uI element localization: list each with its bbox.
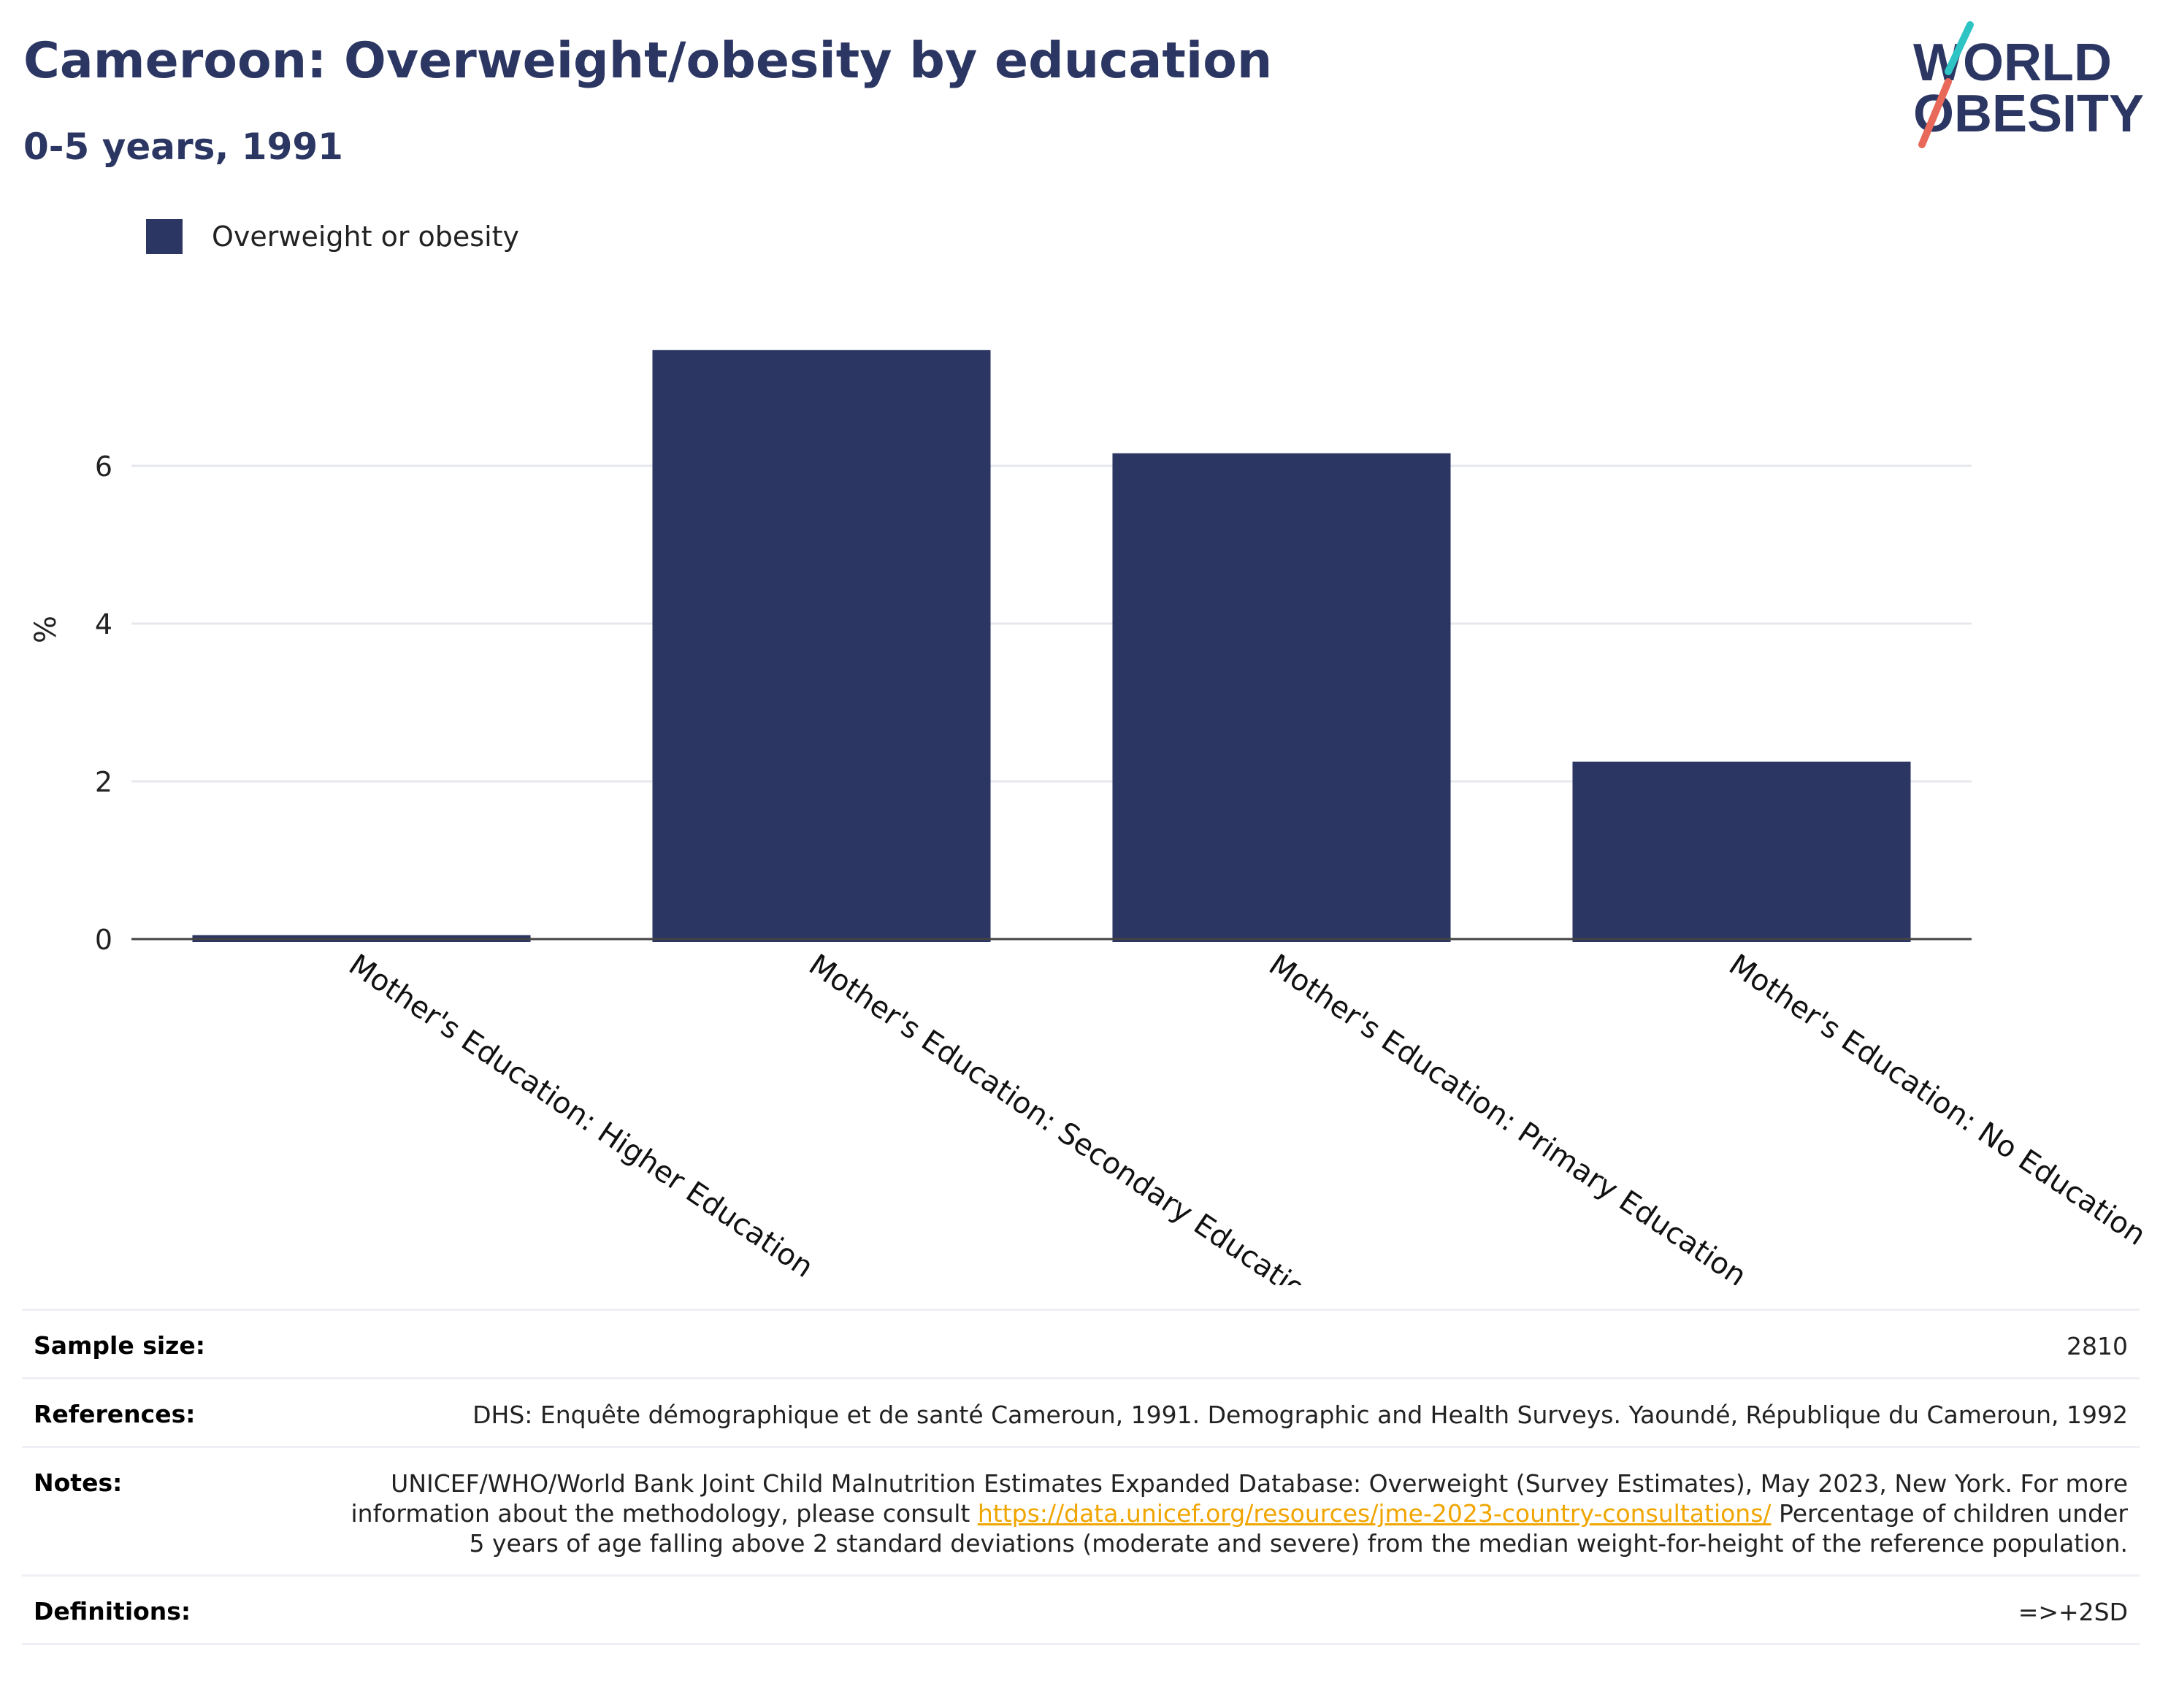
y-axis-label: %	[29, 616, 63, 643]
sample-size-label: Sample size:	[34, 1331, 205, 1360]
y-tick-label: 2	[95, 766, 112, 798]
notes-text-after: Percentage of children under 5 years of …	[469, 1499, 2128, 1558]
sample-size-row: Sample size: 2810	[22, 1309, 2140, 1377]
bar	[1572, 762, 1911, 942]
references-row: References: DHS: Enquête démographique e…	[22, 1377, 2140, 1446]
definitions-label: Definitions:	[34, 1597, 191, 1625]
bars	[192, 350, 1911, 942]
x-tick-label: Mother's Education: Higher Education	[342, 948, 819, 1284]
x-tick-label: Mother's Education: Primary Education	[1263, 948, 1752, 1285]
legend-label: Overweight or obesity	[212, 221, 520, 253]
notes-value: UNICEF/WHO/World Bank Joint Child Malnut…	[340, 1468, 2128, 1558]
notes-text-before: UNICEF/WHO/World Bank Joint Child Malnut…	[351, 1469, 2128, 1528]
references-label: References:	[34, 1400, 196, 1428]
methodology-link[interactable]: https://data.unicef.org/resources/jme-20…	[977, 1499, 1772, 1528]
definitions-value: =>+2SD	[2018, 1598, 2128, 1626]
notes-label: Notes:	[34, 1468, 123, 1497]
world-obesity-logo: WORLD OBESITY	[1913, 21, 2144, 148]
bar	[652, 350, 991, 942]
y-tick-label: 0	[95, 924, 112, 956]
sample-size-value: 2810	[2067, 1332, 2128, 1360]
x-tick-label: Mother's Education: Secondary Education	[803, 948, 1327, 1285]
legend: Overweight or obesity	[146, 218, 519, 256]
grid-lines	[131, 464, 1972, 783]
logo-coral-slash	[1918, 78, 1952, 148]
definitions-row: Definitions: =>+2SD	[22, 1574, 2140, 1645]
y-tick-label: 4	[95, 608, 112, 640]
chart-title: Cameroon: Overweight/obesity by educatio…	[23, 32, 1273, 90]
chart-subtitle: 0-5 years, 1991	[23, 126, 343, 168]
x-tick-label: Mother's Education: No Education	[1723, 948, 2151, 1252]
logo-teal-slash	[1945, 21, 1974, 75]
bar-chart: 0 2 4 6 Mother's Education: Higher Education…	[29, 350, 2152, 1285]
notes-row: Notes: UNICEF/WHO/World Bank Joint Child…	[22, 1446, 2140, 1574]
info-table: Sample size: 2810 References: DHS: Enquê…	[22, 1309, 2140, 1645]
y-tick-label: 6	[95, 451, 112, 483]
logo-line2: OBESITY	[1913, 85, 2144, 143]
bar	[1112, 453, 1451, 942]
references-value: DHS: Enquête démographique et de santé C…	[472, 1401, 2128, 1429]
legend-swatch	[146, 219, 183, 254]
